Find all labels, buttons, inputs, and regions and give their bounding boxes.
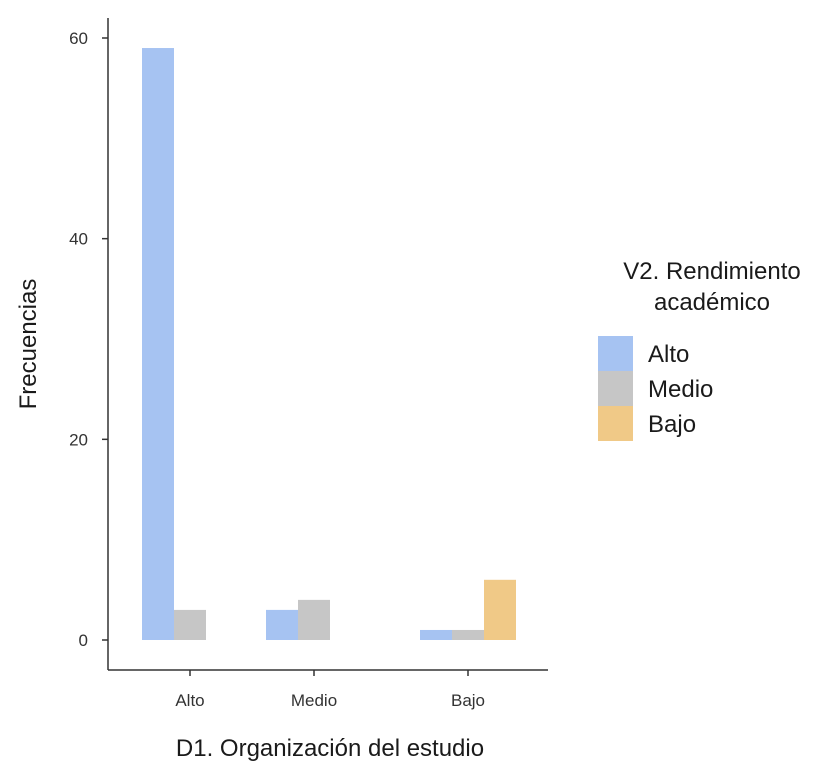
bar-alto-alto bbox=[142, 48, 174, 641]
bar-medio-medio bbox=[298, 599, 330, 640]
legend-label-bajo: Bajo bbox=[648, 411, 696, 438]
x-tick-label: Medio bbox=[291, 691, 337, 710]
legend: V2. Rendimiento académico Alto Medio Bajo bbox=[598, 258, 801, 441]
x-tick-label: Alto bbox=[175, 691, 204, 710]
legend-label-medio: Medio bbox=[648, 376, 713, 403]
y-tick-label: 20 bbox=[69, 430, 88, 449]
legend-key-alto bbox=[598, 336, 633, 371]
bar-medio-alto bbox=[174, 609, 206, 640]
legend-key-bajo bbox=[598, 406, 633, 441]
legend-label-alto: Alto bbox=[648, 341, 689, 368]
y-tick-label: 40 bbox=[69, 230, 88, 249]
x-ticks: Alto Medio Bajo bbox=[175, 670, 485, 710]
bar-medio-bajo bbox=[452, 629, 484, 640]
y-axis-title: Frecuencias bbox=[15, 279, 42, 410]
legend-items: Alto Medio Bajo bbox=[598, 336, 713, 441]
legend-title-line-2: académico bbox=[654, 289, 770, 316]
x-tick-label: Bajo bbox=[451, 691, 485, 710]
y-tick-label: 0 bbox=[79, 631, 88, 650]
bar-alto-medio bbox=[266, 609, 298, 640]
bar-alto-bajo bbox=[420, 629, 452, 640]
y-tick-label: 60 bbox=[69, 29, 88, 48]
y-ticks: 0 20 40 60 bbox=[69, 29, 108, 650]
legend-key-medio bbox=[598, 371, 633, 406]
x-axis-title: D1. Organización del estudio bbox=[176, 735, 484, 762]
bar-bajo-bajo bbox=[484, 579, 516, 640]
plot-area bbox=[142, 48, 516, 641]
legend-title-line-1: V2. Rendimiento bbox=[623, 258, 800, 285]
